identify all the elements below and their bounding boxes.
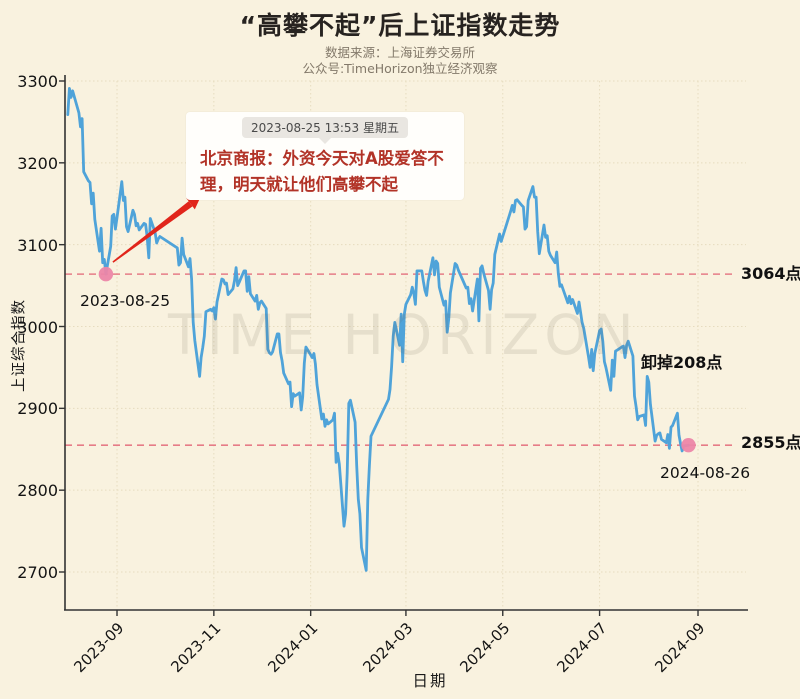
page-title: “高攀不起”后上证指数走势 (239, 11, 561, 40)
data-source-subtitle: 数据来源：上海证券交易所 (324, 45, 475, 60)
news-quote-text: 北京商报：外资今天对A股爱答不理，明天就让他们高攀不起 (200, 149, 444, 195)
y-axis-title: 上证综合指数 (11, 299, 28, 392)
news-callout-box: 2023-08-25 13:53 星期五 北京商报：外资今天对A股爱答不理，明天… (186, 112, 464, 200)
y-tick-label: 3100 (17, 235, 58, 255)
y-tick-label: 3000 (17, 317, 58, 337)
y-tick-label: 2800 (17, 481, 58, 501)
x-axis-title: 日期 (412, 672, 448, 690)
timestamp-pointer-triangle (319, 138, 331, 144)
y-tick-label: 2900 (17, 399, 58, 419)
watermark-text: TIME HORIZON (168, 303, 639, 367)
wechat-account-subtitle: 公众号:TimeHorizon独立经济观察 (302, 61, 498, 76)
y-tick-label: 3200 (17, 153, 58, 173)
lower-ref-line-label: 2855点 (741, 433, 800, 452)
upper-ref-line-label: 3064点 (741, 264, 800, 283)
news-timestamp-pill: 2023-08-25 13:53 星期五 (242, 117, 408, 138)
y-tick-label: 2700 (17, 563, 58, 582)
points-dropped-label: 卸掉208点 (641, 353, 723, 372)
y-tick-label: 3300 (17, 72, 58, 91)
start-marker-date-label: 2023-08-25 (80, 292, 171, 310)
end-marker-date-label: 2024-08-26 (660, 464, 751, 482)
